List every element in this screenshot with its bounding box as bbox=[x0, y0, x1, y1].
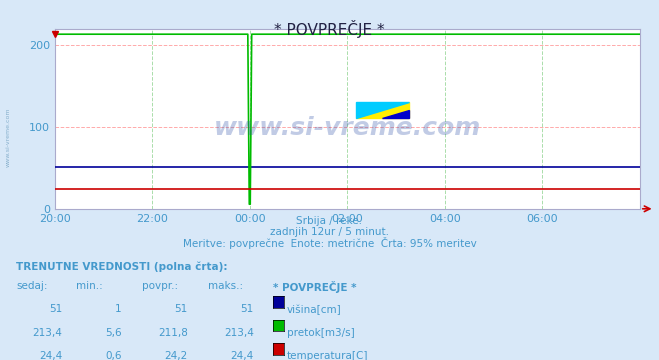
Text: 211,8: 211,8 bbox=[158, 328, 188, 338]
Text: TRENUTNE VREDNOSTI (polna črta):: TRENUTNE VREDNOSTI (polna črta): bbox=[16, 261, 228, 271]
Text: 1: 1 bbox=[115, 304, 122, 314]
Text: 5,6: 5,6 bbox=[105, 328, 122, 338]
Text: Meritve: povprečne  Enote: metrične  Črta: 95% meritev: Meritve: povprečne Enote: metrične Črta:… bbox=[183, 237, 476, 249]
Polygon shape bbox=[382, 110, 409, 118]
Text: 213,4: 213,4 bbox=[224, 328, 254, 338]
Text: www.si-vreme.com: www.si-vreme.com bbox=[214, 116, 481, 140]
Text: * POVPREČJE *: * POVPREČJE * bbox=[273, 281, 357, 293]
Text: maks.:: maks.: bbox=[208, 281, 243, 291]
Text: zadnjih 12ur / 5 minut.: zadnjih 12ur / 5 minut. bbox=[270, 227, 389, 237]
Text: pretok[m3/s]: pretok[m3/s] bbox=[287, 328, 355, 338]
Text: 51: 51 bbox=[175, 304, 188, 314]
Text: 51: 51 bbox=[49, 304, 63, 314]
Text: sedaj:: sedaj: bbox=[16, 281, 48, 291]
Text: www.si-vreme.com: www.si-vreme.com bbox=[5, 107, 11, 167]
Polygon shape bbox=[356, 102, 409, 118]
Text: temperatura[C]: temperatura[C] bbox=[287, 351, 368, 360]
Text: Srbija / reke.: Srbija / reke. bbox=[297, 216, 362, 226]
Text: višina[cm]: višina[cm] bbox=[287, 304, 341, 315]
Text: 24,4: 24,4 bbox=[231, 351, 254, 360]
Text: * POVPREČJE *: * POVPREČJE * bbox=[274, 20, 385, 38]
Polygon shape bbox=[356, 102, 409, 118]
Text: povpr.:: povpr.: bbox=[142, 281, 178, 291]
Text: 0,6: 0,6 bbox=[105, 351, 122, 360]
Text: 24,2: 24,2 bbox=[165, 351, 188, 360]
Text: 51: 51 bbox=[241, 304, 254, 314]
Text: 213,4: 213,4 bbox=[33, 328, 63, 338]
Text: 24,4: 24,4 bbox=[40, 351, 63, 360]
Text: min.:: min.: bbox=[76, 281, 103, 291]
